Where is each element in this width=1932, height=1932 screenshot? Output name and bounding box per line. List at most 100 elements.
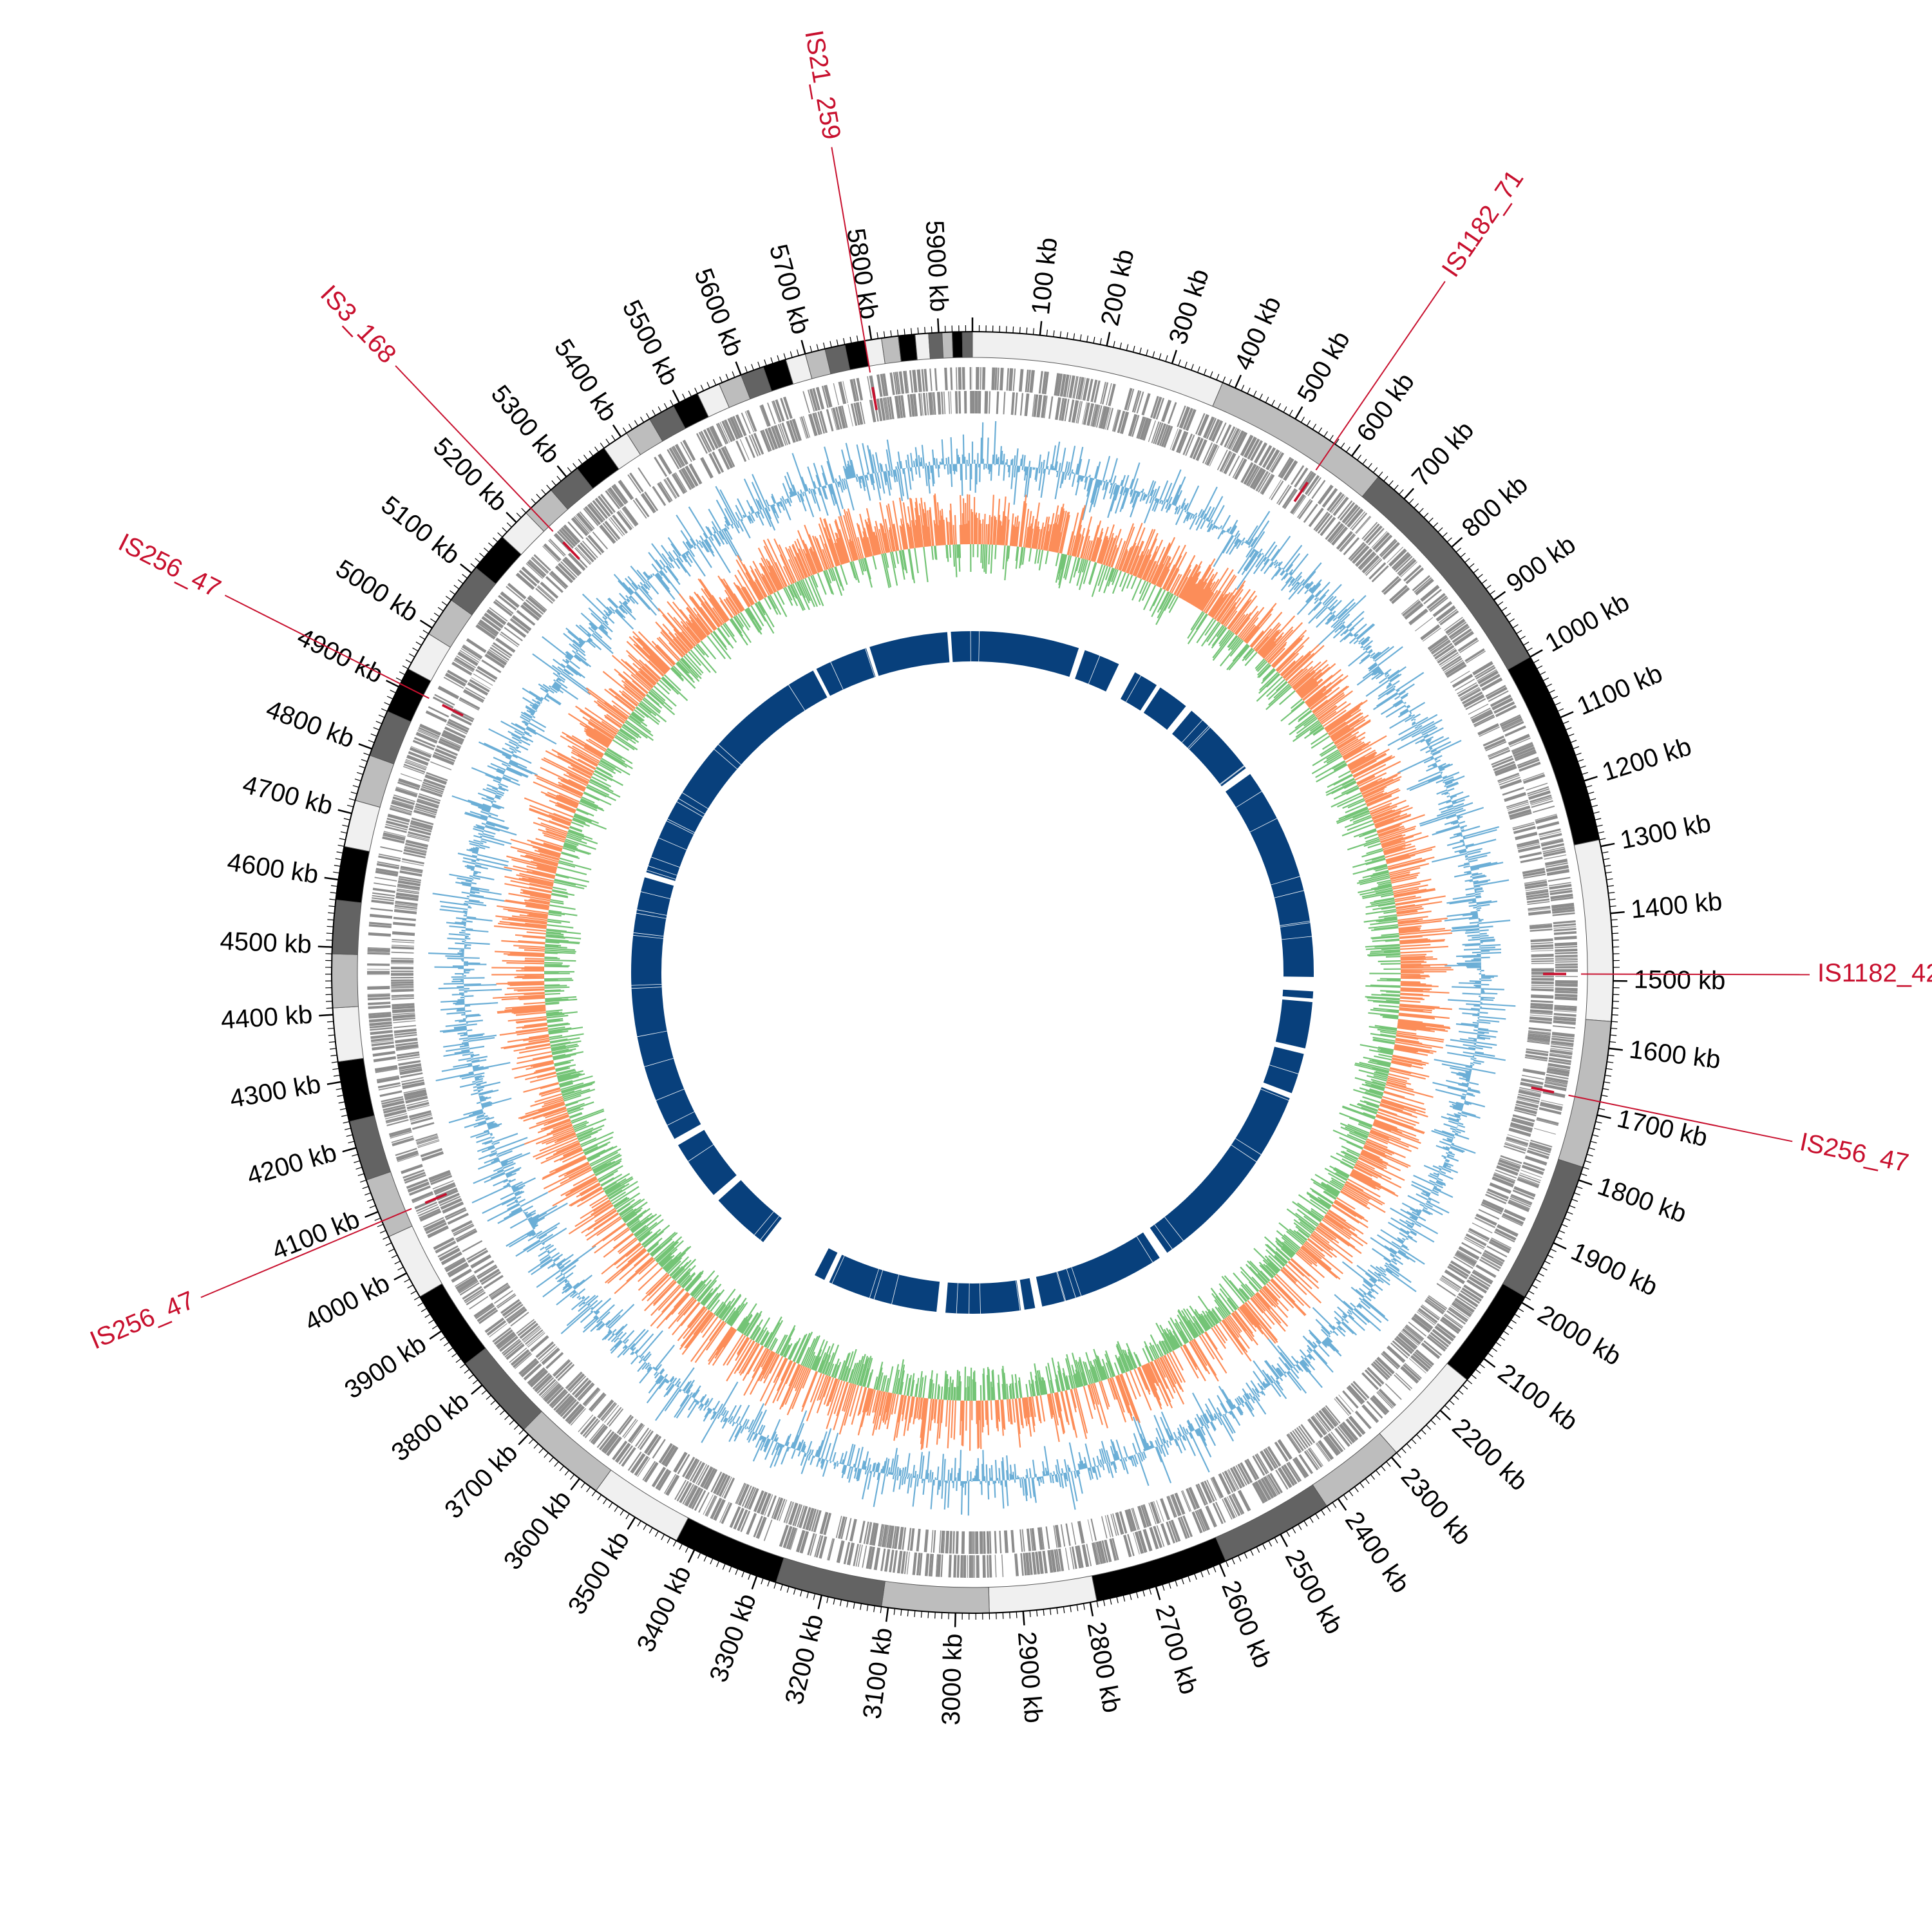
minor-tick	[1378, 471, 1383, 477]
gene-forward	[1337, 1426, 1353, 1445]
gene-forward	[665, 1474, 680, 1496]
gene-reverse	[1260, 474, 1275, 495]
minor-tick	[1612, 940, 1619, 941]
minor-tick	[1485, 585, 1492, 590]
tick-label: 200 kb	[1095, 247, 1139, 328]
minor-tick	[1590, 1141, 1597, 1144]
minor-tick	[663, 402, 668, 410]
minor-tick	[672, 1540, 677, 1547]
gene-reverse	[1488, 750, 1511, 760]
gene-reverse	[673, 473, 687, 493]
gene-reverse	[1474, 715, 1495, 728]
gene-reverse	[1392, 1340, 1410, 1357]
gene-reverse	[1325, 521, 1341, 540]
minor-tick	[366, 1198, 374, 1202]
minor-tick	[934, 1612, 936, 1619]
minor-tick	[1605, 1074, 1612, 1077]
gene-forward	[1555, 954, 1578, 958]
gene-reverse	[1077, 401, 1083, 424]
minor-tick	[706, 382, 710, 388]
minor-tick	[1606, 878, 1613, 880]
is-element-marker	[871, 386, 878, 410]
gene-forward	[1448, 623, 1469, 639]
gene-forward	[896, 372, 901, 395]
gene-reverse	[1318, 1410, 1335, 1430]
tick-label: 2400 kb	[1340, 1506, 1415, 1598]
gene-reverse	[525, 1329, 544, 1345]
gene-forward	[397, 1152, 419, 1162]
gene-reverse	[1526, 893, 1549, 898]
gene-forward	[1479, 674, 1501, 688]
gene-forward	[477, 1307, 497, 1323]
gene-reverse	[1520, 1081, 1543, 1090]
gene-reverse	[1526, 889, 1548, 894]
gene-reverse	[866, 1522, 871, 1544]
tick-label: 3900 kb	[339, 1330, 431, 1405]
gene-reverse	[1019, 393, 1024, 416]
minor-tick	[354, 778, 361, 782]
gene-forward	[538, 1379, 556, 1396]
gene-reverse	[438, 1193, 460, 1204]
minor-tick	[1609, 1041, 1616, 1043]
gene-forward	[1539, 833, 1562, 840]
gene-reverse	[1090, 1518, 1097, 1541]
gene-forward	[486, 609, 507, 625]
gene-reverse	[459, 699, 479, 711]
gene-reverse	[447, 721, 469, 734]
gene-reverse	[1141, 1504, 1150, 1528]
gene-forward	[1555, 980, 1578, 984]
gene-reverse	[697, 1464, 710, 1486]
gene-reverse	[1498, 1159, 1521, 1170]
gene-forward	[1014, 1553, 1019, 1577]
gene-reverse	[922, 393, 927, 416]
tick-label: 5500 kb	[617, 296, 684, 390]
gene-forward	[1512, 1189, 1535, 1200]
gene-reverse	[1511, 1117, 1535, 1125]
alignment-block	[816, 648, 876, 696]
gene-reverse	[391, 967, 414, 970]
gene-forward	[390, 1132, 412, 1139]
gene-reverse	[1252, 1455, 1265, 1476]
gene-forward	[856, 377, 864, 401]
minor-tick	[1283, 406, 1287, 413]
gene-reverse	[1139, 417, 1150, 440]
alignment-break	[636, 913, 667, 919]
gene-forward	[383, 831, 406, 837]
gene-forward	[371, 1040, 394, 1044]
gene-forward	[1179, 406, 1191, 429]
gene-reverse	[1296, 1427, 1311, 1447]
gene-forward	[370, 1034, 393, 1039]
gene-reverse	[1530, 1012, 1553, 1016]
gene-forward	[1365, 525, 1383, 544]
gene-forward	[1446, 1310, 1466, 1325]
gene-forward	[383, 832, 406, 839]
minor-tick	[600, 442, 605, 449]
major-tick	[342, 1147, 357, 1153]
minor-tick	[1475, 1368, 1481, 1374]
gene-reverse	[522, 601, 542, 618]
gene-forward	[367, 948, 390, 952]
gene-forward	[481, 616, 502, 632]
minor-tick	[536, 493, 542, 500]
gene-reverse	[1217, 450, 1228, 471]
minor-tick	[1073, 333, 1075, 340]
gene-reverse	[618, 1416, 634, 1435]
gene-forward	[1059, 374, 1066, 397]
minor-tick	[395, 677, 402, 681]
gene-reverse	[1003, 1530, 1009, 1553]
gene-reverse	[621, 507, 636, 527]
gene-reverse	[479, 1268, 500, 1283]
gene-reverse	[392, 931, 415, 936]
gene-reverse	[405, 839, 428, 848]
gene-forward	[1092, 1542, 1099, 1566]
gene-reverse	[473, 1260, 495, 1274]
gene-reverse	[1142, 1504, 1152, 1527]
gene-reverse	[685, 1458, 699, 1479]
gene-reverse	[1307, 1418, 1323, 1439]
minor-tick	[1394, 484, 1399, 491]
gene-reverse	[1465, 1233, 1487, 1247]
gene-reverse	[881, 1524, 889, 1548]
gene-reverse	[1300, 1424, 1316, 1444]
gene-reverse	[404, 842, 428, 850]
gene-reverse	[391, 963, 414, 965]
